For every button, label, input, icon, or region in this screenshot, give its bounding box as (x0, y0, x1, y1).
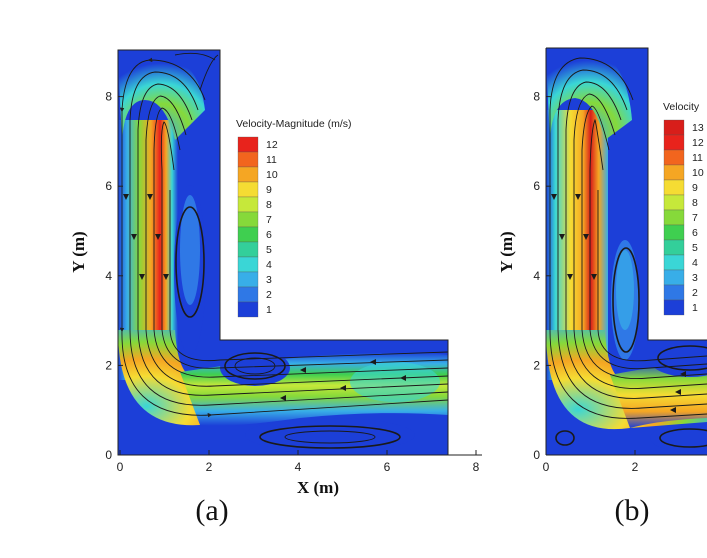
panel-b-label: (b) (615, 494, 650, 527)
legend-swatch (237, 166, 259, 183)
legend-swatch (237, 196, 259, 213)
panel-a-flow-arrows (123, 194, 406, 401)
y-tick-label: 2 (105, 358, 112, 372)
panel-a-legend: 12 11 10 9 8 7 6 5 4 3 2 1 (237, 136, 278, 318)
y-tick-label: 2 (533, 358, 540, 372)
legend-swatch (237, 271, 259, 288)
legend-label: 12 (266, 139, 278, 151)
legend-label: 7 (266, 214, 272, 226)
panel-b-legend-title: Velocity (663, 101, 700, 113)
legend-swatch (663, 134, 685, 151)
legend-swatch (663, 209, 685, 226)
legend-label: 2 (692, 287, 698, 299)
panel-a-x-axis-label: X (m) (297, 478, 339, 497)
legend-swatch (237, 286, 259, 303)
y-tick-label: 0 (105, 448, 112, 462)
legend-swatch (237, 151, 259, 168)
y-tick-label: 8 (533, 90, 540, 104)
legend-label: 2 (266, 289, 272, 301)
y-tick-label: 0 (533, 448, 540, 462)
y-tick-label: 8 (105, 90, 112, 104)
legend-label: 11 (692, 152, 703, 164)
legend-label: 11 (266, 154, 277, 166)
panel-a-y-axis-label: Y (m) (69, 231, 88, 272)
y-tick-label: 4 (105, 269, 112, 283)
legend-swatch (663, 284, 685, 301)
legend-label: 3 (692, 272, 698, 284)
panel-b-axes (545, 48, 707, 456)
legend-label: 10 (692, 167, 704, 179)
legend-swatch (237, 211, 259, 228)
x-tick-label: 0 (543, 460, 550, 474)
legend-label: 9 (692, 182, 698, 194)
panel-a-x-ticks: 0 2 4 6 8 (117, 450, 480, 474)
panel-a-streamlines (119, 52, 448, 449)
x-tick-label: 2 (206, 460, 213, 474)
legend-label: 12 (692, 137, 704, 149)
legend-swatch (663, 149, 685, 166)
x-tick-label: 6 (384, 460, 391, 474)
x-tick-label: 0 (117, 460, 124, 474)
legend-swatch (663, 254, 685, 271)
legend-swatch (663, 194, 685, 211)
legend-swatch (237, 136, 259, 153)
legend-swatch (663, 224, 685, 241)
legend-swatch (663, 164, 685, 181)
panel-a-legend-title: Velocity-Magnitude (m/s) (236, 118, 352, 130)
legend-label: 1 (692, 302, 698, 314)
y-tick-label: 6 (105, 179, 112, 193)
panel-b-streamlines (549, 57, 707, 448)
legend-swatch (663, 119, 685, 136)
legend-label: 13 (692, 122, 704, 134)
legend-label: 8 (692, 197, 698, 209)
legend-label: 10 (266, 169, 278, 181)
panel-a-velocity-field (118, 50, 448, 455)
legend-label: 5 (266, 244, 272, 256)
panel-a: 0 2 4 6 8 0 2 4 6 8 X (m) Y (m) (a) Velocity-Mag… (69, 49, 482, 527)
legend-swatch (663, 269, 685, 286)
panel-a-y-ticks: 0 2 4 6 8 (105, 90, 123, 462)
panel-b-y-ticks: 0 2 4 6 8 (533, 90, 551, 462)
legend-label: 4 (266, 259, 272, 271)
legend-swatch (237, 226, 259, 243)
panel-a-label: (a) (195, 494, 228, 527)
panel-b-flow-arrows (551, 194, 686, 413)
panel-b-legend: 13 12 11 10 9 8 7 6 5 4 3 2 1 (663, 119, 704, 316)
legend-label: 3 (266, 274, 272, 286)
legend-label: 6 (692, 227, 698, 239)
y-tick-label: 6 (533, 179, 540, 193)
legend-label: 4 (692, 257, 698, 269)
legend-swatch (237, 256, 259, 273)
panel-b-y-axis-label: Y (m) (497, 231, 516, 272)
panel-b-domain-outline (546, 47, 707, 341)
legend-label: 6 (266, 229, 272, 241)
legend-swatch (663, 299, 685, 316)
x-tick-label: 2 (632, 460, 639, 474)
x-tick-label: 4 (295, 460, 302, 474)
legend-label: 5 (692, 242, 698, 254)
legend-label: 9 (266, 184, 272, 196)
legend-swatch (237, 181, 259, 198)
legend-swatch (663, 179, 685, 196)
legend-label: 1 (266, 304, 272, 316)
legend-label: 7 (692, 212, 698, 224)
y-tick-label: 4 (533, 269, 540, 283)
x-tick-label: 8 (473, 460, 480, 474)
legend-swatch (237, 241, 259, 258)
legend-swatch (237, 301, 259, 318)
legend-label: 8 (266, 199, 272, 211)
legend-swatch (663, 239, 685, 256)
panel-a-axes (117, 50, 482, 456)
